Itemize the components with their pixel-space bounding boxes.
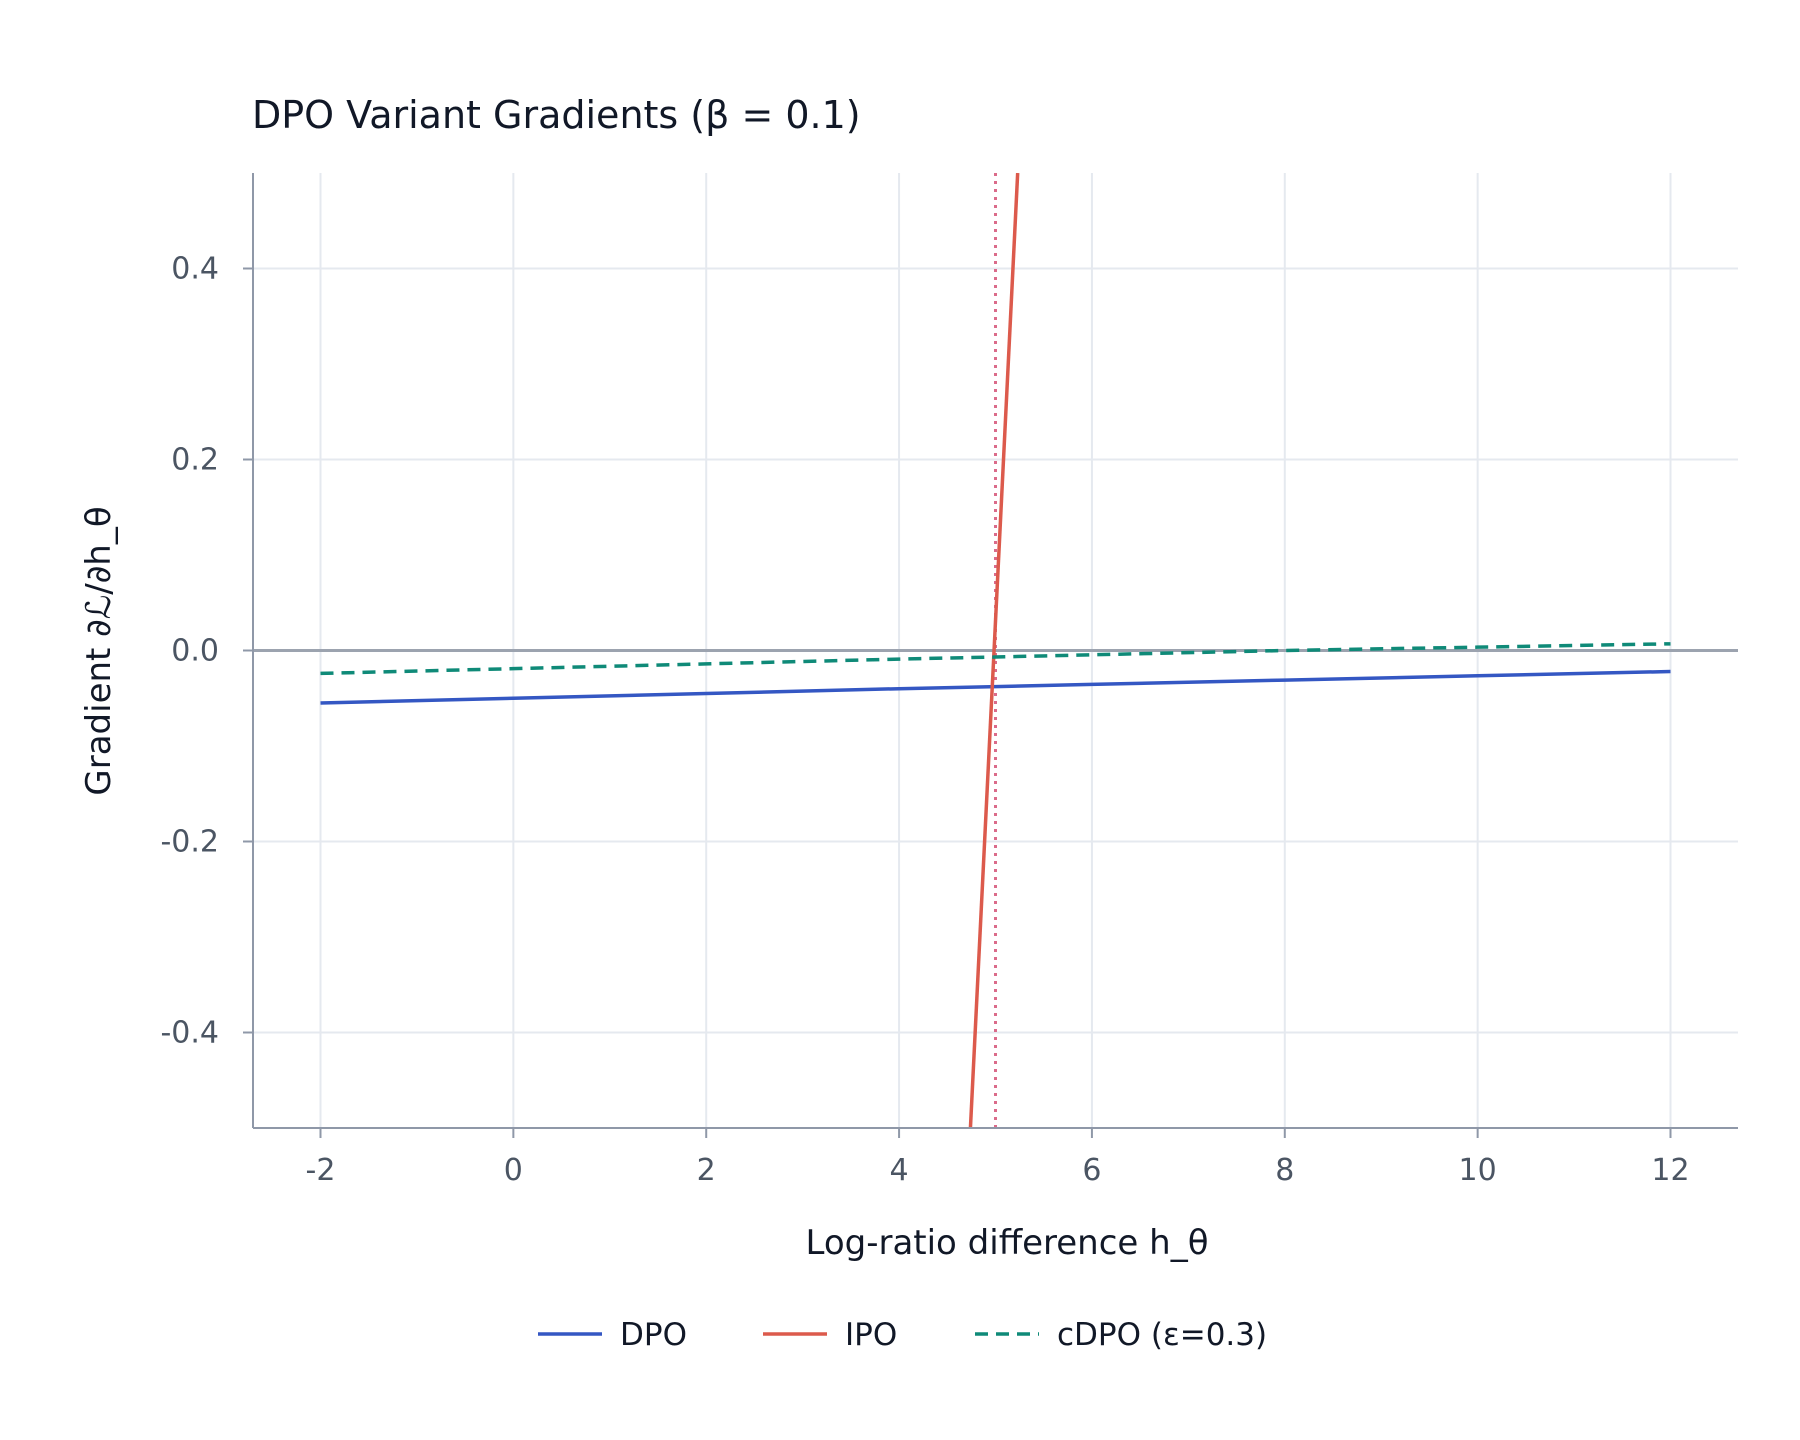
y-tick-label: 0.4 bbox=[171, 252, 219, 287]
legend-label: IPO bbox=[845, 1317, 897, 1353]
x-tick-label: 0 bbox=[504, 1153, 523, 1188]
y-tick-label: 0.2 bbox=[171, 443, 219, 478]
x-axis-label: Log-ratio difference h_θ bbox=[805, 1223, 1208, 1263]
legend-label: DPO bbox=[620, 1317, 687, 1353]
x-tick-label: 10 bbox=[1459, 1153, 1497, 1188]
series-line-cdpo bbox=[320, 642, 1671, 676]
y-ticks: -0.4 -0.2 0.0 0.2 0.4 bbox=[160, 252, 253, 1051]
chart-title: DPO Variant Gradients (β = 0.1) bbox=[252, 93, 861, 137]
series-group bbox=[320, 173, 1671, 1128]
y-tick-label: -0.2 bbox=[160, 825, 219, 860]
x-tick-label: 6 bbox=[1082, 1153, 1101, 1188]
x-tick-label: 4 bbox=[890, 1153, 909, 1188]
legend: DPO IPO cDPO (ε=0.3) bbox=[538, 1317, 1267, 1353]
y-tick-label: 0.0 bbox=[171, 634, 219, 669]
series-line-dpo bbox=[320, 669, 1671, 705]
y-axis-label: Gradient ∂ℒ/∂h_θ bbox=[79, 506, 119, 795]
series-line-ipo bbox=[968, 173, 1020, 1128]
x-ticks: -2 0 2 4 6 8 10 12 bbox=[306, 1128, 1690, 1188]
x-tick-label: -2 bbox=[306, 1153, 336, 1188]
x-tick-label: 8 bbox=[1275, 1153, 1294, 1188]
legend-label: cDPO (ε=0.3) bbox=[1057, 1317, 1267, 1353]
x-tick-label: 12 bbox=[1651, 1153, 1689, 1188]
x-tick-label: 2 bbox=[697, 1153, 716, 1188]
y-tick-label: -0.4 bbox=[160, 1016, 219, 1051]
